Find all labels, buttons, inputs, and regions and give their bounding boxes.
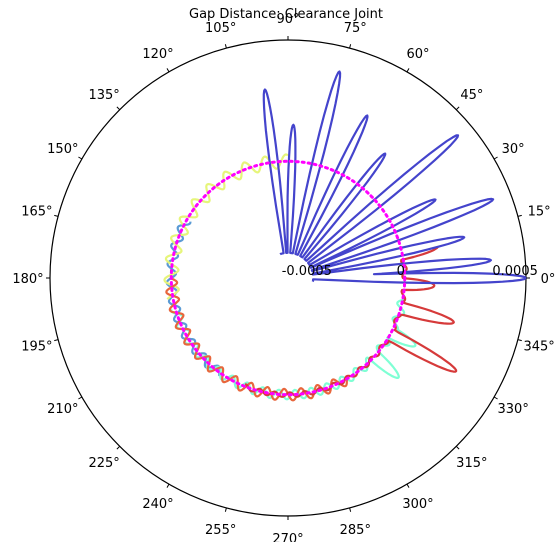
series-layer (163, 70, 528, 402)
radial-tick-label: 0.0005 (492, 264, 538, 279)
angle-tick-label: 270° (272, 532, 303, 542)
angle-tick-mark (517, 339, 522, 342)
angle-tick-mark (493, 156, 498, 160)
angle-tick-mark (455, 106, 460, 111)
angle-tick-label: 90° (276, 12, 299, 27)
chart-title: Gap Distance: Clearance Joint (189, 7, 383, 22)
angle-tick-label: 180° (12, 272, 43, 287)
angle-tick-label: 30° (502, 142, 525, 157)
angle-tick-label: 315° (456, 456, 487, 471)
angle-tick-mark (406, 68, 410, 73)
angle-tick-label: 195° (21, 339, 52, 354)
angle-tick-label: 135° (88, 88, 119, 103)
angle-tick-mark (517, 214, 522, 217)
angle-tick-mark (54, 214, 59, 217)
angle-tick-mark (349, 507, 352, 512)
angle-tick-label: 225° (88, 456, 119, 471)
angle-tick-mark (349, 44, 352, 49)
angle-tick-label: 45° (460, 88, 483, 103)
angle-tick-mark (406, 483, 410, 488)
angle-tick-label: 60° (406, 47, 429, 62)
angle-tick-label: 75° (344, 21, 367, 36)
angle-tick-mark (224, 507, 227, 512)
angle-tick-mark (116, 106, 121, 111)
angle-tick-mark (224, 44, 227, 49)
angle-tick-mark (78, 156, 83, 160)
angle-tick-label: 210° (47, 402, 78, 417)
angle-tick-label: 345° (523, 339, 554, 354)
angle-tick-label: 0° (541, 272, 556, 287)
angle-tick-label: 105° (205, 21, 236, 36)
angle-tick-mark (78, 396, 83, 400)
angle-tick-label: 285° (340, 523, 371, 538)
angle-tick-label: 255° (205, 523, 236, 538)
radial-tick-layer: -0.0005 0 0.0005 (282, 264, 538, 279)
angle-tick-label: 120° (142, 47, 173, 62)
angle-tick-label: 15° (528, 205, 551, 220)
angle-tick-label: 300° (402, 497, 433, 512)
series-line-5 (262, 70, 528, 285)
angle-tick-mark (455, 445, 460, 450)
angle-tick-mark (54, 339, 59, 342)
angle-tick-layer: 0° 15° 30° 45° 60° 75° 90° 105° 120° 135° 150° 165°… (12, 12, 555, 542)
series-line-3 (165, 277, 348, 402)
angle-tick-mark (493, 396, 498, 400)
angle-tick-label: 165° (21, 205, 52, 220)
angle-tick-label: 330° (498, 402, 529, 417)
angle-tick-mark (116, 445, 121, 450)
angle-tick-mark (166, 68, 170, 73)
angle-tick-label: 240° (142, 497, 173, 512)
clearance-circle (169, 159, 407, 397)
radial-tick-label: 0 (397, 264, 405, 279)
radial-tick-label: -0.0005 (282, 264, 332, 279)
angle-tick-label: 150° (47, 142, 78, 157)
angle-tick-mark (166, 483, 170, 488)
